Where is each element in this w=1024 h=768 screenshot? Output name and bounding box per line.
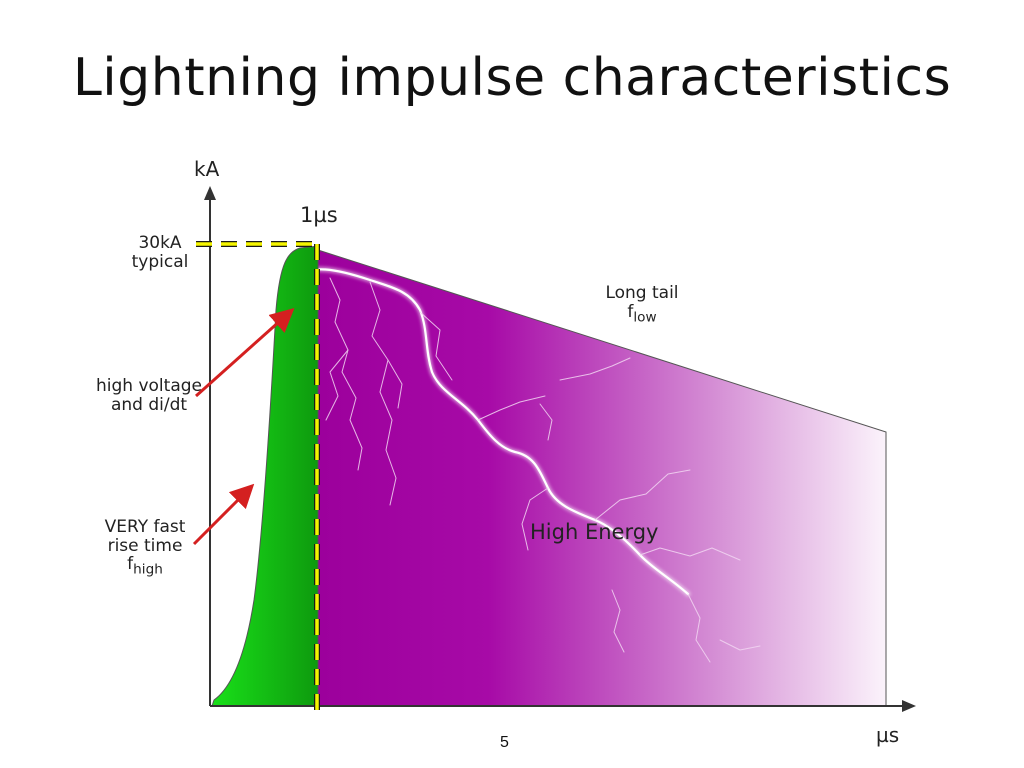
f-high-symbol: fhigh <box>127 554 163 578</box>
slide-number: 5 <box>500 734 509 751</box>
high-voltage-arrow <box>195 308 295 398</box>
lightning-bolt-graphic <box>282 266 761 663</box>
x-axis-label: µs <box>876 723 900 747</box>
peak-value: 30kA <box>138 233 182 253</box>
peak-current-label: 30kA typical <box>110 234 210 271</box>
time-marker-label: 1µs <box>300 203 338 227</box>
long-tail-text: Long tail <box>605 283 679 303</box>
f-low-symbol: flow <box>627 301 657 326</box>
slide-title: Lightning impulse characteristics <box>72 48 952 108</box>
y-axis-label: kA <box>194 157 220 181</box>
rise-time-region <box>211 245 319 707</box>
fast-rise-label: VERY fast rise time fhigh <box>90 518 200 578</box>
fast-rise-line1: VERY fast <box>104 517 186 537</box>
high-energy-label: High Energy <box>530 520 659 544</box>
x-axis-arrowhead <box>902 700 916 712</box>
fast-rise-arrow <box>192 483 255 546</box>
high-voltage-label: high voltage and di/dt <box>84 377 214 414</box>
high-voltage-line2: and di/dt <box>110 394 188 415</box>
high-voltage-line1: high voltage <box>96 376 202 396</box>
long-tail-label: Long tail flow <box>592 284 692 325</box>
y-axis-arrowhead <box>204 186 216 200</box>
fast-rise-line2: rise time <box>107 535 183 556</box>
peak-qualifier: typical <box>131 251 189 272</box>
